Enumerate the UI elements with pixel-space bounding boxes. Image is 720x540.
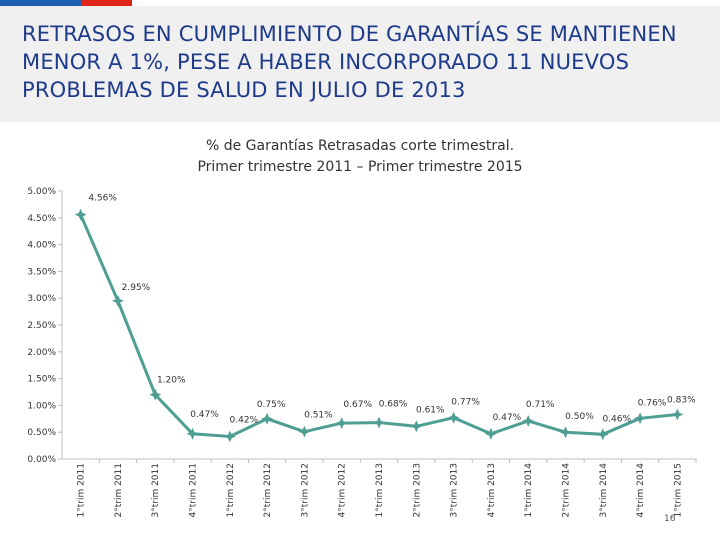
data-marker [298,425,311,438]
data-marker [410,420,423,433]
data-marker [261,412,274,425]
y-tick-label: 1.00% [27,401,56,411]
data-marker [522,414,535,427]
data-marker [186,427,199,440]
x-tick-label: 1°trim 2012 [226,463,236,518]
x-tick-label: 3°trim 2014 [599,463,609,518]
page-number: 16 [664,514,676,524]
x-tick-label: 4°trim 2012 [338,463,348,518]
x-tick-label: 3°trim 2011 [151,463,161,518]
y-tick-label: 5.00% [27,187,56,197]
x-tick-label: 2°trim 2014 [561,463,571,518]
data-label: 0.75% [257,400,286,410]
x-tick-label: 4°trim 2013 [487,463,497,518]
y-tick-label: 2.00% [27,348,56,358]
data-label: 0.71% [526,400,555,410]
data-marker [111,294,124,307]
data-label: 2.95% [122,283,151,293]
y-tick-label: 3.50% [27,267,56,277]
data-label: 0.42% [230,415,259,425]
data-label: 0.83% [667,396,696,406]
y-tick-label: 0.50% [27,428,56,438]
data-label: 0.50% [565,412,594,422]
data-label: 0.51% [304,411,333,421]
chart-subtitle: Primer trimestre 2011 – Primer trimestre… [197,159,523,175]
data-label: 0.68% [379,400,408,410]
data-label: 0.46% [602,414,631,424]
y-tick-labels: 0.00% 0.50% 1.00% 1.50% 2.00% 2.50% 3.00% 3.50%… [27,187,56,465]
x-tick-label: 3°trim 2012 [300,463,310,518]
y-tick-label: 1.50% [27,375,56,385]
data-labels: 4.56% 2.95% 1.20% 0.47% 0.42% 0.75% 0.51% 0.67%… [88,194,696,426]
data-markers [74,208,684,443]
x-tick-label: 1°trim 2015 [673,463,683,518]
data-marker [149,388,162,401]
x-tick-label: 4°trim 2011 [189,463,199,518]
data-label: 4.56% [88,194,117,204]
x-tick-label: 4°trim 2014 [636,463,646,518]
data-marker [596,428,609,441]
y-tick-label: 4.00% [27,241,56,251]
data-label: 0.47% [493,413,522,423]
y-tick-label: 4.50% [27,214,56,224]
page-title: RETRASOS EN CUMPLIMIENTO DE GARANTÍAS SE… [22,22,677,102]
data-marker [671,408,684,421]
accent-red-segment [82,0,132,6]
accent-blue-segment [0,0,82,6]
y-tick-label: 3.00% [27,294,56,304]
data-marker [634,412,647,425]
x-tick-label: 1°trim 2011 [77,463,87,518]
header-band: RETRASOS EN CUMPLIMIENTO DE GARANTÍAS SE… [0,6,720,122]
data-marker [335,417,348,430]
data-label: 0.77% [451,398,480,408]
x-tick-label: 2°trim 2011 [114,463,124,518]
chart-title: % de Garantías Retrasadas corte trimestr… [205,138,515,154]
chart-axes [58,190,697,463]
data-label: 0.47% [190,410,219,420]
data-marker [223,430,236,443]
data-label: 0.61% [416,405,445,415]
x-tick-label: 2°trim 2012 [263,463,273,518]
data-label: 0.76% [638,398,667,408]
data-marker [447,411,460,424]
x-tick-labels: 1°trim 2011 2°trim 2011 3°trim 2011 4°trim … [77,463,684,518]
data-label: 1.20% [157,376,186,386]
x-tick-label: 1°trim 2013 [375,463,385,518]
data-marker [484,427,497,440]
x-tick-label: 1°trim 2014 [524,463,534,518]
data-marker [559,426,572,439]
x-tick-label: 2°trim 2013 [412,463,422,518]
data-marker [74,208,87,221]
data-label: 0.67% [343,400,372,410]
data-marker [373,416,385,429]
x-tick-label: 3°trim 2013 [450,463,460,518]
y-tick-label: 2.50% [27,321,56,331]
chart-title-block: % de Garantías Retrasadas corte trimestr… [100,136,620,178]
top-accent-bar [0,0,720,6]
y-tick-label: 0.00% [27,455,56,465]
